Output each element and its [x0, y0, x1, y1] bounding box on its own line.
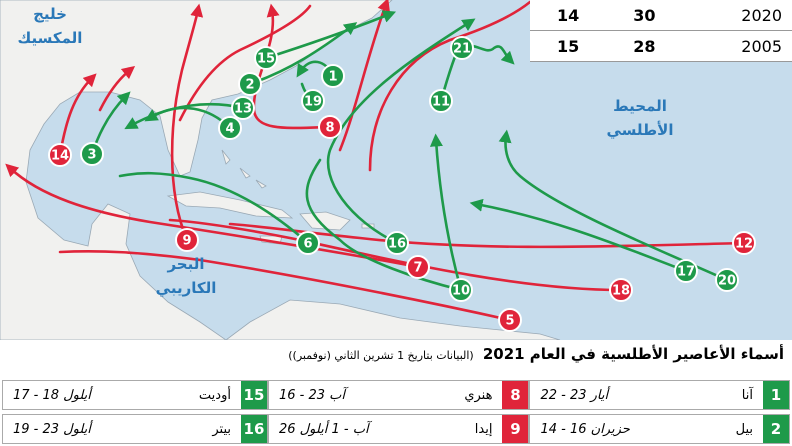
storm-tracks: [5, 0, 746, 322]
storm-number: 3: [87, 148, 96, 163]
storm-dates: 22 - 23 أيار: [540, 387, 609, 403]
storm-badge: [301, 89, 325, 113]
storm-badge: [296, 231, 320, 255]
storm-name: أوديت: [198, 387, 231, 403]
storm-dates: 19 - 23 أيلول: [13, 421, 91, 437]
storm-number: 15: [257, 52, 275, 67]
region-label: خليج: [33, 5, 67, 23]
title: أسماء الأعاصير الأطلسية في العام 2021: [482, 345, 784, 363]
storm-badge: [498, 308, 522, 332]
storm-number: 10: [452, 284, 470, 299]
storm-cell: 15 أوديت 17 - 18 أيلول: [2, 380, 268, 410]
storm-number: 19: [304, 95, 322, 110]
storm-name: آنا: [741, 387, 753, 403]
storm-dates: 26 آب - 1 أيلول: [278, 421, 369, 437]
storm-dates: 14 - 16 حزيران: [540, 421, 630, 437]
storm-badge: [48, 143, 72, 167]
storm-number: 7: [413, 261, 422, 276]
storm-badge: [406, 255, 430, 279]
storm-number: 8: [325, 121, 334, 136]
stats-table: 2020 30 14 2005 28 15: [530, 0, 792, 62]
storm-number: 1: [328, 70, 337, 85]
storm-number: 15: [240, 381, 267, 409]
storm-cell: 16 بيتر 19 - 23 أيلول: [2, 414, 268, 444]
storm-row: 1 آنا 22 - 23 أيار 8 هنري 16 - 23 آب 15 أوديت 17…: [2, 380, 790, 410]
land: [0, 0, 561, 340]
storm-badge: [674, 259, 698, 283]
subtitle: (البيانات بتاريخ 1 تشرين الثاني (نوفمبر)…: [288, 349, 474, 362]
storm-badge: [449, 278, 473, 302]
storm-number: 21: [453, 42, 471, 57]
storm-number: 2: [245, 78, 254, 93]
storm-badge: [238, 72, 262, 96]
storm-row: 2 بيل 14 - 16 حزيران 9 إيدا 26 آب - 1 أيلول 16…: [2, 414, 790, 444]
storm-cell: 1 آنا 22 - 23 أيار: [529, 380, 790, 410]
storm-number: 14: [51, 149, 69, 164]
stats-cell: 14: [530, 0, 607, 31]
storm-number: 13: [234, 102, 252, 117]
region-label: المكسيك: [18, 29, 83, 47]
storm-cell: 9 إيدا 26 آب - 1 أيلول: [267, 414, 530, 444]
cell: 2 بيل 14 - 16 حزيران: [530, 415, 789, 443]
storm-cell: 2 بيل 14 - 16 حزيران: [529, 414, 790, 444]
stats-cell: 2005: [682, 30, 792, 62]
storm-number: 9: [182, 234, 191, 249]
storm-number: 16: [240, 415, 267, 443]
storm-name: إيدا: [474, 421, 493, 437]
storm-badge: [318, 115, 342, 139]
stats-row: 2020 30 14: [530, 0, 792, 31]
storm-name: بيل: [735, 421, 753, 437]
stats-cell: 2020: [682, 0, 792, 31]
storm-badge: [609, 278, 633, 302]
region-label: البحر: [166, 255, 204, 273]
storm-badge: [715, 268, 739, 292]
storm-number: 17: [677, 265, 695, 280]
stats-cell: 15: [530, 30, 607, 62]
cell: 15 أوديت 17 - 18 أيلول: [3, 381, 267, 409]
region-label: الأطلسي: [606, 121, 673, 139]
cell: 16 بيتر 19 - 23 أيلول: [3, 415, 267, 443]
storm-badge: [80, 142, 104, 166]
storm-table: 1 آنا 22 - 23 أيار 8 هنري 16 - 23 آب 15 أوديت 17…: [2, 376, 790, 446]
storm-number: 4: [225, 122, 234, 137]
storm-cell: 8 هنري 16 - 23 آب: [267, 380, 530, 410]
storm-badge: [321, 64, 345, 88]
cell: 8 هنري 16 - 23 آب: [269, 381, 529, 409]
storm-badge: [429, 89, 453, 113]
cell: 9 إيدا 26 آب - 1 أيلول: [269, 415, 529, 443]
stats-cell: 30: [606, 0, 683, 31]
storm-number: 5: [505, 314, 514, 329]
stats-row: 2005 28 15: [530, 30, 792, 62]
storm-badge: [231, 96, 255, 120]
storm-badge: [218, 116, 242, 140]
storm-badge: [175, 228, 199, 252]
region-label: المحيط: [613, 97, 667, 115]
storm-badge: [385, 231, 409, 255]
storm-dates: 16 - 23 آب: [278, 387, 346, 403]
stats-cell: 28: [606, 30, 683, 62]
storm-badge: [732, 231, 756, 255]
storm-number: 1: [763, 381, 789, 409]
storm-number: 8: [502, 381, 529, 409]
storm-name: بيتر: [212, 421, 231, 437]
storm-number: 18: [612, 284, 630, 299]
storm-number: 11: [432, 95, 450, 110]
storm-number: 6: [303, 237, 312, 252]
cell: 1 آنا 22 - 23 أيار: [530, 381, 789, 409]
storm-badge: [254, 46, 278, 70]
heading: أسماء الأعاصير الأطلسية في العام 2021 (ا…: [288, 344, 784, 363]
region-label: الكاريبي: [156, 279, 217, 297]
storm-number: 12: [735, 237, 753, 252]
storm-number: 20: [718, 274, 736, 289]
storm-dates: 17 - 18 أيلول: [13, 387, 91, 403]
storm-number: 16: [388, 237, 406, 252]
storm-number: 2: [763, 415, 789, 443]
storm-badge: [450, 36, 474, 60]
storm-name: هنري: [464, 387, 493, 403]
storm-number: 9: [502, 415, 529, 443]
